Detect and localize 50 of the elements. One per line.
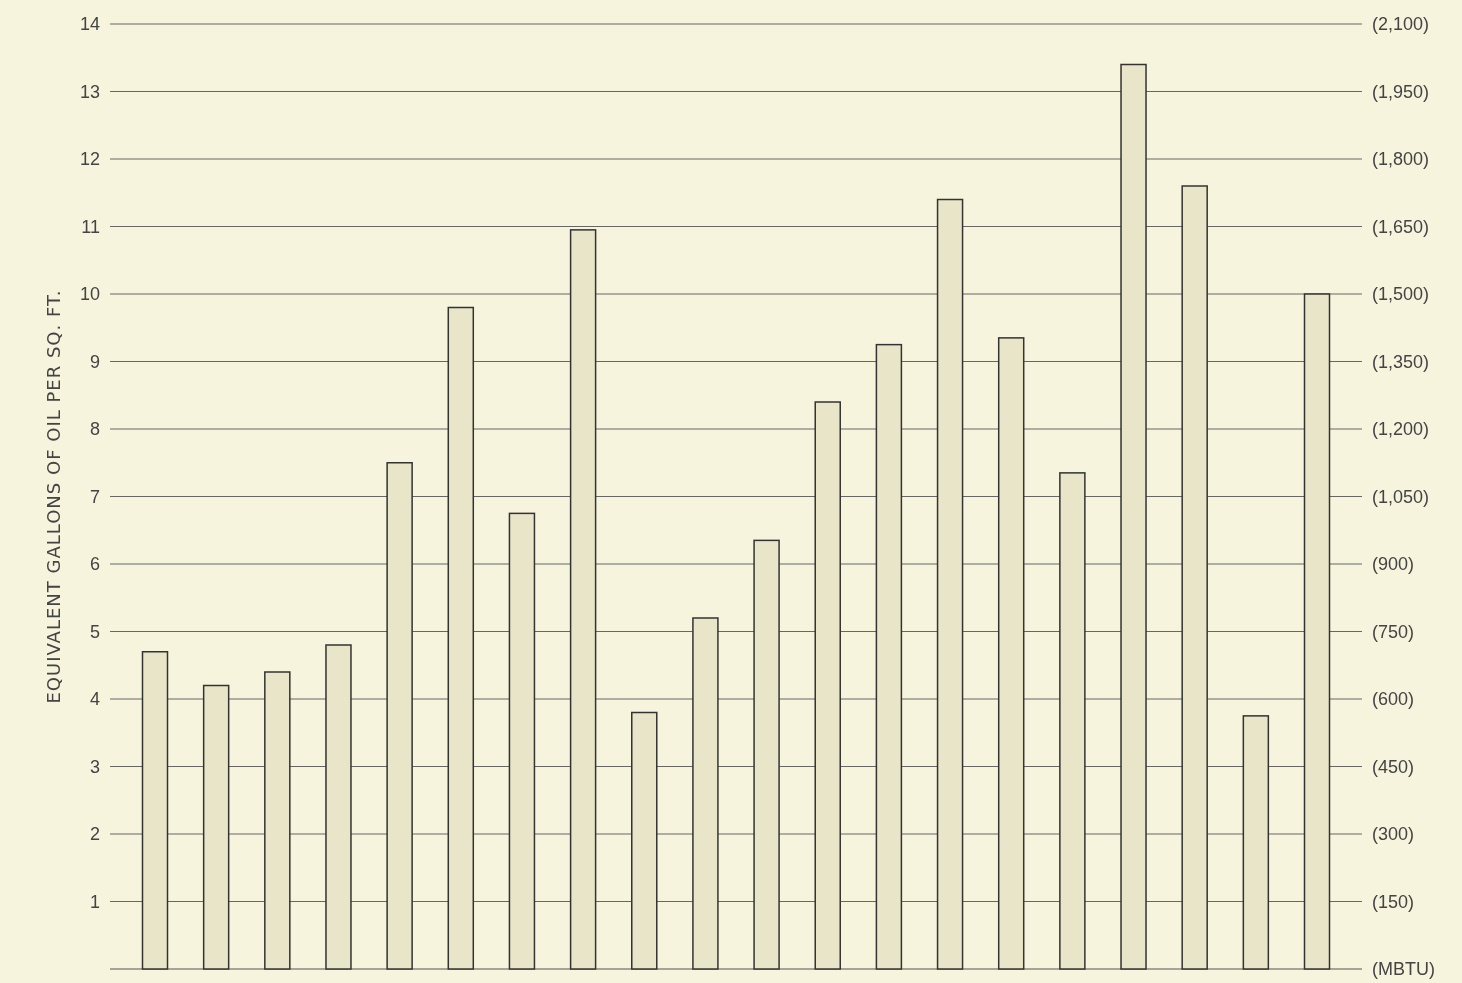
y-tick-label: 2 — [89, 824, 100, 845]
bar — [1242, 715, 1270, 970]
y2-tick-label: (1,350) — [1372, 351, 1430, 372]
y2-tick-label: (150) — [1372, 891, 1415, 912]
y2-tick-label: (900) — [1372, 554, 1415, 575]
y-axis-title: EQUIVALENT GALLONS OF OIL PER SQ. FT. — [43, 289, 64, 704]
y2-tick-label: (2,100) — [1372, 14, 1430, 35]
y2-tick-label: (300) — [1372, 824, 1415, 845]
bar — [692, 617, 719, 970]
y-tick-label: 4 — [89, 689, 100, 710]
y2-tick-label: (600) — [1372, 689, 1415, 710]
y-tick-label: 8 — [89, 419, 100, 440]
y2-tick-label: (1,650) — [1372, 216, 1430, 237]
bar — [447, 306, 475, 970]
bar — [1303, 293, 1331, 970]
y-tick-label: 14 — [79, 14, 100, 35]
y2-tick-label: (450) — [1372, 756, 1415, 777]
y2-tick-label: (1,050) — [1372, 486, 1430, 507]
bar — [814, 401, 841, 970]
bar — [875, 343, 903, 970]
bar — [508, 512, 536, 970]
bar — [1120, 63, 1147, 970]
bar — [325, 644, 352, 970]
y2-tick-label: (1,800) — [1372, 149, 1430, 170]
bar — [936, 198, 964, 970]
y-tick-label: 13 — [79, 81, 100, 102]
y-tick-label: 6 — [89, 554, 100, 575]
y-tick-label: 10 — [79, 284, 100, 305]
y-tick-label: 11 — [81, 216, 100, 237]
bar — [631, 711, 658, 970]
bar — [1059, 472, 1086, 970]
bar — [753, 539, 780, 970]
bar — [997, 337, 1025, 970]
bar — [386, 462, 413, 970]
y2-tick-label: (1,200) — [1372, 419, 1430, 440]
y2-tick-label: (1,950) — [1372, 81, 1430, 102]
bar — [141, 651, 169, 970]
y-tick-label: 5 — [89, 621, 100, 642]
y-tick-label: 3 — [89, 756, 100, 777]
bar — [569, 229, 597, 970]
bar — [202, 684, 230, 970]
y-tick-label: 7 — [89, 486, 100, 507]
y2-tick-label: (1,500) — [1372, 284, 1430, 305]
y-tick-label: 12 — [79, 149, 100, 170]
y-tick-label: 9 — [89, 351, 100, 372]
y-tick-label: 1 — [89, 891, 100, 912]
bar — [1181, 185, 1208, 970]
bar — [264, 671, 291, 970]
y2-tick-label: (MBTU) — [1372, 959, 1435, 980]
y2-tick-label: (750) — [1372, 621, 1415, 642]
